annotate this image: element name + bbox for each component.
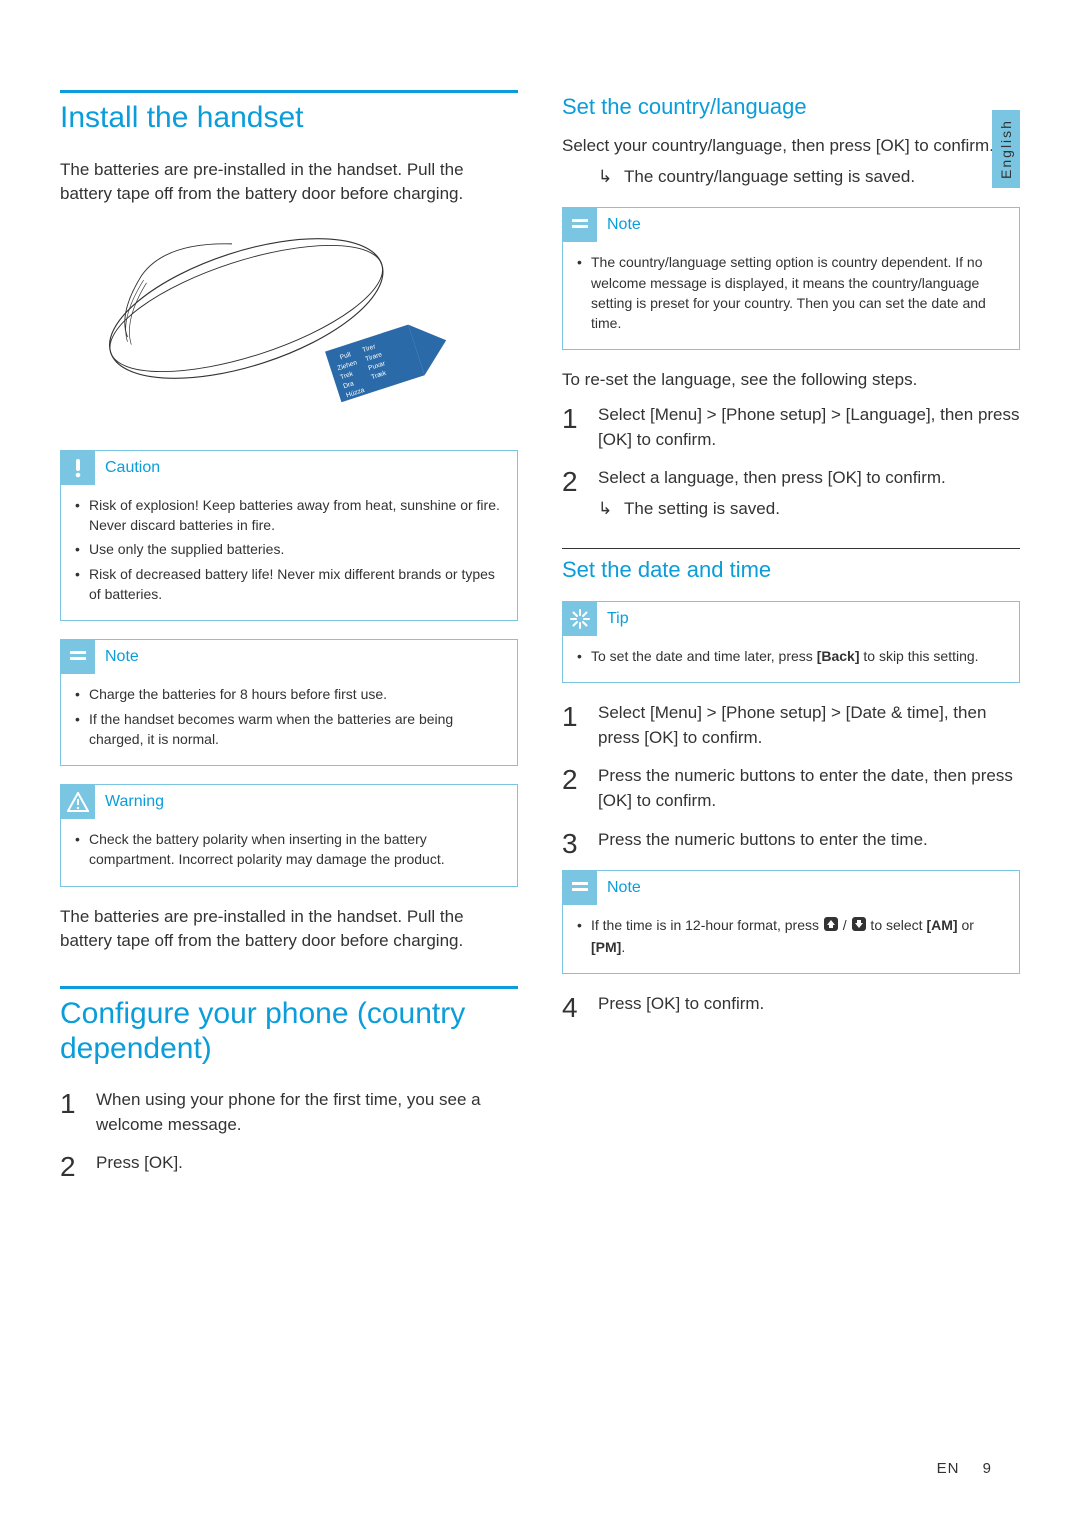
- reset-language-intro: To re-set the language, see the followin…: [562, 368, 1020, 393]
- note-list: Charge the batteries for 8 hours before …: [75, 684, 503, 749]
- footer-lang: EN: [937, 1460, 960, 1477]
- page-columns: Install the handset The batteries are pr…: [60, 80, 1020, 1190]
- heading-install-handset: Install the handset: [60, 90, 518, 136]
- datetime-steps-cont: Press [OK] to confirm.: [562, 992, 1020, 1017]
- note-item: The country/language setting option is c…: [577, 252, 1005, 333]
- note-item: If the time is in 12-hour format, press …: [577, 915, 1005, 957]
- note-item: Charge the batteries for 8 hours before …: [75, 684, 503, 704]
- set-country-result: The country/language setting is saved.: [598, 165, 1020, 190]
- note-title: Note: [607, 216, 641, 234]
- language-step: Select a language, then press [OK] to co…: [562, 466, 1020, 521]
- datetime-steps: Select [Menu] > [Phone setup] > [Date & …: [562, 701, 1020, 852]
- page-number: 9: [983, 1460, 992, 1477]
- tip-title: Tip: [607, 610, 629, 628]
- warning-box: Warning Check the battery polarity when …: [60, 784, 518, 887]
- tip-list: To set the date and time later, press [B…: [577, 646, 1005, 666]
- datetime-step: Select [Menu] > [Phone setup] > [Date & …: [562, 701, 1020, 750]
- caution-list: Risk of explosion! Keep batteries away f…: [75, 495, 503, 604]
- note-box: Note The country/language setting option…: [562, 207, 1020, 350]
- configure-step: Press [OK].: [60, 1151, 518, 1176]
- up-key-icon: [823, 916, 839, 937]
- note-title: Note: [607, 879, 641, 897]
- install-repeat: The batteries are pre-installed in the h…: [60, 905, 518, 954]
- caution-item: Use only the supplied batteries.: [75, 539, 503, 559]
- language-step: Select [Menu] > [Phone setup] > [Languag…: [562, 403, 1020, 452]
- note-list: The country/language setting option is c…: [577, 252, 1005, 333]
- note-icon: [61, 640, 95, 674]
- warning-title: Warning: [105, 793, 164, 811]
- note-icon: [563, 208, 597, 242]
- note-list: If the time is in 12-hour format, press …: [577, 915, 1005, 957]
- caution-icon: [61, 451, 95, 485]
- heading-set-country: Set the country/language: [562, 86, 1020, 120]
- configure-step: When using your phone for the first time…: [60, 1088, 518, 1137]
- set-country-intro: Select your country/language, then press…: [562, 134, 1020, 159]
- datetime-step: Press the numeric buttons to enter the d…: [562, 764, 1020, 813]
- note-item: If the handset becomes warm when the bat…: [75, 709, 503, 750]
- warning-icon: [61, 785, 95, 819]
- configure-steps: When using your phone for the first time…: [60, 1088, 518, 1176]
- caution-box: Caution Risk of explosion! Keep batterie…: [60, 450, 518, 621]
- tip-item: To set the date and time later, press [B…: [577, 646, 1005, 666]
- warning-list: Check the battery polarity when insertin…: [75, 829, 503, 870]
- note-title: Note: [105, 648, 139, 666]
- set-country-result-list: The country/language setting is saved.: [598, 165, 1020, 190]
- language-steps: Select [Menu] > [Phone setup] > [Languag…: [562, 403, 1020, 522]
- datetime-step: Press [OK] to confirm.: [562, 992, 1020, 1017]
- heading-configure-phone: Configure your phone (country dependent): [60, 986, 518, 1066]
- datetime-step: Press the numeric buttons to enter the t…: [562, 828, 1020, 853]
- install-intro: The batteries are pre-installed in the h…: [60, 158, 518, 207]
- tip-box: Tip To set the date and time later, pres…: [562, 601, 1020, 683]
- battery-tape-diagram: PullTirer ZiehenTirare TrekPuxar DraTræk…: [60, 223, 518, 413]
- caution-title: Caution: [105, 459, 160, 477]
- note-box: Note If the time is in 12-hour format, p…: [562, 870, 1020, 974]
- down-key-icon: [851, 916, 867, 937]
- language-step-text: Select a language, then press [OK] to co…: [598, 468, 946, 487]
- heading-set-datetime: Set the date and time: [562, 548, 1020, 583]
- right-column: Set the country/language Select your cou…: [562, 80, 1020, 1190]
- note-icon: [563, 871, 597, 905]
- tip-icon: [563, 602, 597, 636]
- page-footer: EN 9: [937, 1460, 992, 1477]
- caution-item: Risk of explosion! Keep batteries away f…: [75, 495, 503, 536]
- language-step-result: The setting is saved.: [598, 497, 1020, 522]
- caution-item: Risk of decreased battery life! Never mi…: [75, 564, 503, 605]
- left-column: Install the handset The batteries are pr…: [60, 80, 518, 1190]
- note-box: Note Charge the batteries for 8 hours be…: [60, 639, 518, 766]
- warning-item: Check the battery polarity when insertin…: [75, 829, 503, 870]
